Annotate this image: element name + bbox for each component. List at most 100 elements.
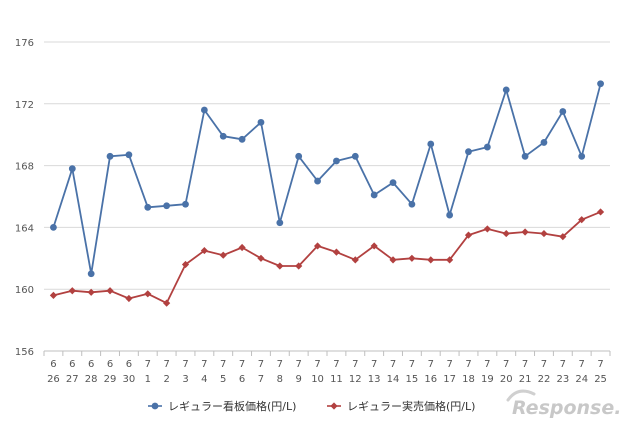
x-tick-day: 3 bbox=[182, 374, 188, 385]
series-2-point bbox=[502, 229, 510, 238]
legend-label: レギュラー看板価格(円/L) bbox=[168, 399, 296, 413]
series-1-point bbox=[276, 219, 284, 227]
y-tick-label: 164 bbox=[15, 223, 34, 234]
x-tick-month: 6 bbox=[107, 359, 113, 370]
x-tick-day: 13 bbox=[368, 374, 381, 385]
series-2-point bbox=[389, 256, 397, 264]
x-tick-month: 7 bbox=[390, 359, 396, 370]
x-tick-month: 7 bbox=[352, 359, 358, 370]
legend-circle-marker bbox=[151, 402, 159, 410]
series-1-point bbox=[295, 152, 303, 160]
x-tick-month: 7 bbox=[314, 359, 320, 370]
y-axis-ticks: 156 160 164 168 172 176 bbox=[15, 38, 34, 358]
series-1-point bbox=[50, 224, 57, 231]
series-1-point bbox=[465, 148, 472, 156]
x-tick-day: 9 bbox=[296, 374, 302, 385]
series-2-point bbox=[106, 287, 114, 295]
x-tick-month: 7 bbox=[446, 359, 452, 370]
x-tick-day: 23 bbox=[556, 374, 569, 385]
series-2-point bbox=[559, 233, 567, 241]
x-tick-month: 6 bbox=[69, 359, 75, 370]
x-tick-month: 6 bbox=[126, 359, 132, 370]
x-tick-month: 7 bbox=[541, 359, 547, 370]
series-1-line bbox=[52, 83, 602, 275]
x-tick-day: 6 bbox=[239, 374, 245, 385]
x-tick-day: 10 bbox=[311, 374, 324, 385]
x-tick-month: 7 bbox=[163, 359, 169, 370]
x-tick-month: 7 bbox=[371, 359, 377, 370]
series-2-point bbox=[351, 256, 359, 264]
series-2-point bbox=[521, 228, 529, 236]
series-1-point bbox=[521, 152, 529, 160]
x-tick-day: 2 bbox=[163, 374, 169, 385]
series-2-point bbox=[49, 291, 58, 299]
series-1-point bbox=[144, 203, 152, 211]
series-1-point bbox=[238, 135, 246, 143]
series-2-point bbox=[181, 260, 190, 269]
series-2 bbox=[49, 208, 605, 307]
grid-lines bbox=[44, 41, 610, 352]
series-1-point bbox=[351, 152, 359, 160]
x-tick-day: 16 bbox=[424, 374, 437, 385]
series-1-point bbox=[87, 270, 95, 278]
x-tick-day: 18 bbox=[462, 374, 475, 385]
x-tick-day: 12 bbox=[349, 374, 362, 385]
series-2-point bbox=[464, 231, 473, 239]
series-layer bbox=[49, 80, 605, 307]
y-tick-label: 176 bbox=[15, 38, 34, 49]
x-tick-month: 6 bbox=[88, 359, 94, 370]
series-2-point bbox=[313, 242, 322, 250]
series-2-point bbox=[578, 216, 586, 224]
x-tick-month: 7 bbox=[484, 359, 490, 370]
series-2-point bbox=[144, 290, 152, 298]
series-1-point bbox=[446, 211, 454, 219]
series-1-point bbox=[219, 132, 227, 140]
x-tick-day: 5 bbox=[220, 374, 226, 385]
x-tick-day: 27 bbox=[66, 374, 79, 385]
x-tick-day: 11 bbox=[330, 374, 343, 385]
x-axis-ticks: 6266276286296307172737475767778797107117… bbox=[43, 351, 611, 385]
y-tick-label: 160 bbox=[15, 285, 34, 296]
x-tick-month: 7 bbox=[296, 359, 302, 370]
series-2-point bbox=[276, 262, 284, 270]
series-2-point bbox=[427, 256, 435, 264]
x-tick-day: 30 bbox=[123, 374, 136, 385]
x-tick-month: 7 bbox=[465, 359, 471, 370]
x-tick-day: 24 bbox=[575, 374, 588, 385]
x-tick-month: 7 bbox=[258, 359, 264, 370]
x-tick-month: 7 bbox=[239, 359, 245, 370]
x-tick-day: 22 bbox=[538, 374, 551, 385]
x-tick-day: 20 bbox=[500, 374, 513, 385]
series-1-point bbox=[389, 179, 397, 186]
series-2-point bbox=[332, 248, 341, 256]
series-2-point bbox=[540, 229, 548, 238]
x-tick-month: 7 bbox=[560, 359, 566, 370]
series-2-point bbox=[200, 246, 208, 255]
legend-diamond-marker bbox=[330, 402, 338, 410]
series-1-point bbox=[333, 157, 340, 165]
series-2-point bbox=[87, 288, 95, 296]
series-2-point bbox=[163, 299, 171, 307]
series-2-point bbox=[238, 243, 246, 252]
series-2-point bbox=[219, 251, 227, 259]
watermark-text: Response. bbox=[512, 397, 621, 419]
x-tick-day: 17 bbox=[443, 374, 456, 385]
series-1-point bbox=[163, 202, 171, 210]
series-1-point bbox=[483, 143, 491, 151]
series-2-point bbox=[408, 254, 416, 262]
x-tick-month: 7 bbox=[277, 359, 283, 370]
x-tick-month: 7 bbox=[522, 359, 528, 370]
x-tick-day: 29 bbox=[104, 374, 117, 385]
series-2-point bbox=[295, 262, 303, 270]
series-2-point bbox=[68, 287, 76, 295]
legend-item-1: レギュラー看板価格(円/L) bbox=[148, 399, 296, 413]
x-tick-day: 25 bbox=[594, 374, 607, 385]
x-tick-day: 15 bbox=[406, 374, 419, 385]
series-1 bbox=[50, 80, 604, 278]
series-2-point bbox=[257, 254, 265, 262]
x-tick-day: 21 bbox=[519, 374, 532, 385]
legend-label: レギュラー実売価格(円/L) bbox=[347, 399, 475, 413]
y-tick-label: 172 bbox=[15, 100, 34, 111]
x-tick-day: 19 bbox=[481, 374, 494, 385]
x-tick-month: 7 bbox=[428, 359, 434, 370]
